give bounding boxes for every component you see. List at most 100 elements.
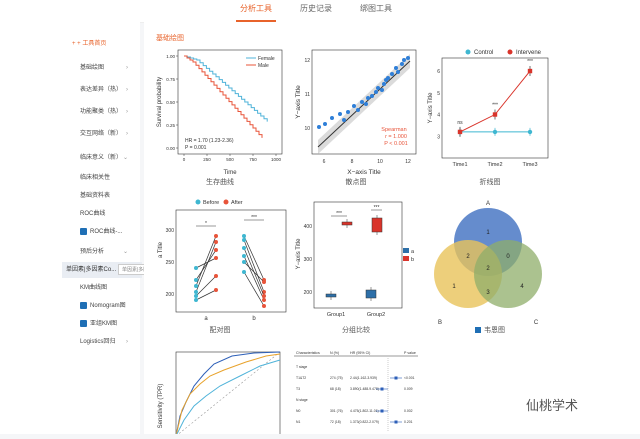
box-ytick-label: 400 [304, 224, 313, 230]
sidebar-item-9[interactable]: ROC曲线-... [62, 224, 142, 240]
scatter-p-label: P < 0.001 [384, 141, 408, 147]
paired-line [195, 241, 217, 293]
card-scatter[interactable]: 6 8 10 12 10 11 12 Spearman r = 1.000 P < 0.00… [292, 44, 420, 184]
sidebar-item-10[interactable]: 预后分析 ⌄ [62, 244, 142, 260]
roc-curve-2 [175, 353, 281, 437]
line-ylabel: Y−axis Title [428, 92, 434, 124]
card-forest[interactable]: Characteristics N (%) HR (95% CI) P value T … [292, 346, 420, 434]
chevron-right-icon: › [126, 339, 128, 345]
tab-analysis-tools[interactable]: 分析工具 [236, 0, 276, 22]
survival-ytick-label: 0.00 [166, 146, 175, 151]
venn-chart: A B C 1 2 2 0 1 3 4 [434, 201, 542, 326]
legend-control-label: Control [474, 50, 493, 56]
sidebar-item-0[interactable]: + + 工具首页 [72, 41, 107, 47]
box-sig-label: *** [336, 211, 342, 217]
sidebar-item-2[interactable]: 表达差异（热） › [62, 82, 142, 98]
survival-xtick-label: 250 [203, 157, 211, 162]
sidebar-item-6[interactable]: 临床相关性 [62, 170, 142, 186]
scatter-ytick-label: 11 [305, 92, 310, 98]
survival-ytick-label: 0.50 [166, 100, 175, 105]
paired-line [195, 275, 217, 297]
sidebar-item-7[interactable]: 基础资料表 [62, 188, 142, 204]
paired-line [195, 257, 217, 269]
forest-cell: 301 (76) [330, 409, 343, 413]
forest-hr-point [394, 420, 398, 424]
scatter-chart: 6 8 10 12 10 11 12 Spearman r = 1.000 P < 0.00… [295, 49, 417, 176]
caption-survival: 生存曲线 [206, 179, 234, 186]
line-xtick-label: Time1 [452, 162, 467, 168]
paired-after-point [214, 234, 218, 238]
scatter-point [386, 76, 390, 80]
sidebar-item-label: 基础绘图 [80, 65, 105, 71]
scatter-point [330, 116, 334, 120]
scatter-point [346, 110, 350, 114]
survival-xtick-label: 1000 [271, 157, 282, 162]
box-element [325, 293, 337, 298]
survival-xlabel: Time [223, 170, 237, 176]
card-paired[interactable]: Before After a Title 300 250 200 a b * *** [150, 196, 290, 336]
card-boxplot[interactable]: Y−axis Title a b 400 300 200 Group1 Group2 **… [292, 196, 420, 336]
venn-label-c: C [534, 320, 539, 326]
paired-before-point [242, 238, 246, 242]
scatter-point [356, 108, 360, 112]
scatter-point [402, 58, 406, 62]
scatter-point [380, 88, 384, 92]
sidebar-item-4[interactable]: 交互网络（新） › [62, 126, 142, 142]
sidebar-item-label: 预后分析 [80, 249, 105, 255]
legend-control-swatch [465, 49, 471, 55]
paired-line [243, 261, 265, 283]
sidebar-item-1[interactable]: 基础绘图 › [62, 60, 142, 76]
survival-ytick-label: 0.25 [166, 123, 175, 128]
venn-caption-text: 韦恩图 [484, 327, 505, 334]
card-roc[interactable]: Sensitivity (TPR) [150, 346, 290, 437]
legend-intervene-swatch [507, 49, 513, 55]
paired-before-point [242, 246, 246, 250]
paired-line [243, 239, 265, 293]
sidebar-item-5[interactable]: 临床意义（新） ⌄ [62, 150, 142, 166]
chevron-right-icon: › [126, 65, 128, 71]
line-sig-label: *** [492, 103, 498, 109]
scatter-point [400, 62, 404, 66]
legend-after-swatch [223, 199, 229, 205]
paired-before-point [242, 260, 246, 264]
box-sig-label: *** [374, 205, 380, 211]
chevron-right-icon: › [126, 109, 128, 115]
sidebar-item-label: ROC曲线 [80, 211, 106, 217]
venn-set-c [474, 240, 542, 308]
sidebar-item-13[interactable]: Nomogram图 [62, 298, 142, 314]
line-control-point [527, 129, 533, 135]
venn-region-abc: 2 [486, 266, 490, 272]
box-element [371, 217, 383, 233]
card-survival[interactable]: 1.00 0.75 0.50 0.25 0.00 0 250 500 750 1000 Fema… [150, 44, 290, 184]
survival-p-text: P = 0.001 [185, 145, 207, 151]
tab-history[interactable]: 历史记录 [300, 4, 332, 13]
sidebar-item-label: 单因素|多因素Co... [66, 267, 117, 273]
sidebar-item-12[interactable]: KM曲线图 [62, 280, 142, 296]
forest-cell: 2.44(1.162-3.939) [350, 376, 377, 380]
paired-after-point [262, 294, 266, 298]
sidebar-item-15[interactable]: Logistics回归 › [62, 334, 142, 350]
survival-hr-text: HR = 1.70 (1.23-2.36) [185, 138, 234, 144]
survival-female-line [184, 55, 268, 122]
forest-header: P value [404, 351, 416, 355]
tab-plot-tools[interactable]: 绑图工具 [360, 4, 392, 13]
scatter-point [390, 72, 394, 76]
venn-region-c: 4 [520, 284, 524, 290]
sidebar-item-14[interactable]: 亚组KM图 [62, 316, 142, 332]
sidebar-item-3[interactable]: 功能聚类（热） › [62, 104, 142, 120]
paired-after-point [214, 248, 218, 252]
line-control-point [492, 129, 498, 135]
sidebar-item-8[interactable]: ROC曲线 [62, 206, 142, 222]
paired-after-point [214, 240, 218, 244]
forest-cell: 274 (75) [330, 376, 343, 380]
forest-cell: T stage [296, 365, 307, 369]
forest-cell: 68 (18) [330, 387, 341, 391]
paired-line [243, 255, 265, 301]
card-line[interactable]: Control Intervene Y−axis Title 3 4 5 6 Time1… [424, 44, 556, 184]
sidebar-item-icon [80, 227, 87, 235]
venn-region-a: 1 [486, 230, 490, 236]
card-venn[interactable]: A B C 1 2 2 0 1 3 4 [424, 196, 556, 336]
paired-after-point [214, 274, 218, 278]
legend-b-label: b [411, 257, 414, 263]
